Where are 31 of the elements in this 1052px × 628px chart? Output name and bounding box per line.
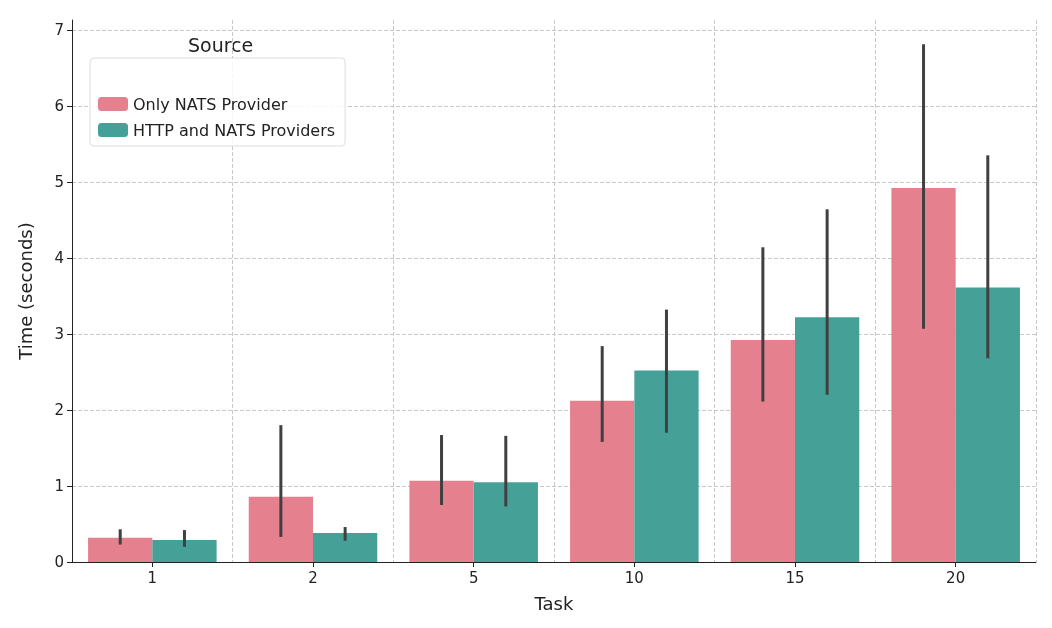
y-tick-label: 1 (54, 476, 64, 495)
bar (88, 537, 153, 562)
bar (152, 539, 217, 562)
bar (570, 400, 635, 562)
x-axis-title: Task (533, 592, 574, 614)
bar (634, 370, 699, 562)
bar (795, 317, 860, 562)
y-tick-label: 5 (54, 172, 64, 191)
bar (730, 340, 795, 562)
bar (248, 496, 313, 562)
x-tick-label: 1 (147, 568, 158, 587)
legend-label: Only NATS Provider (133, 94, 288, 114)
y-tick-label: 0 (54, 553, 64, 571)
x-tick-label: 2 (308, 568, 318, 587)
y-tick-label: 2 (54, 400, 64, 419)
y-tick-label: 6 (54, 96, 64, 115)
bar (891, 188, 956, 562)
x-tick-label: 20 (946, 568, 966, 587)
x-tick-label: 5 (468, 568, 479, 587)
bar (409, 480, 474, 562)
x-tick-label: 10 (624, 568, 644, 587)
bar (473, 482, 538, 562)
x-tick-label: 15 (785, 568, 805, 587)
y-tick-label: 3 (54, 324, 64, 343)
y-axis-title: Time (seconds) (14, 222, 36, 361)
y-tick-label: 4 (54, 248, 64, 267)
y-tick-label: 7 (54, 20, 64, 39)
legend-title: Source (188, 33, 254, 56)
bar (955, 287, 1020, 562)
bar (313, 533, 378, 562)
legend-label: HTTP and NATS Providers (133, 120, 336, 140)
